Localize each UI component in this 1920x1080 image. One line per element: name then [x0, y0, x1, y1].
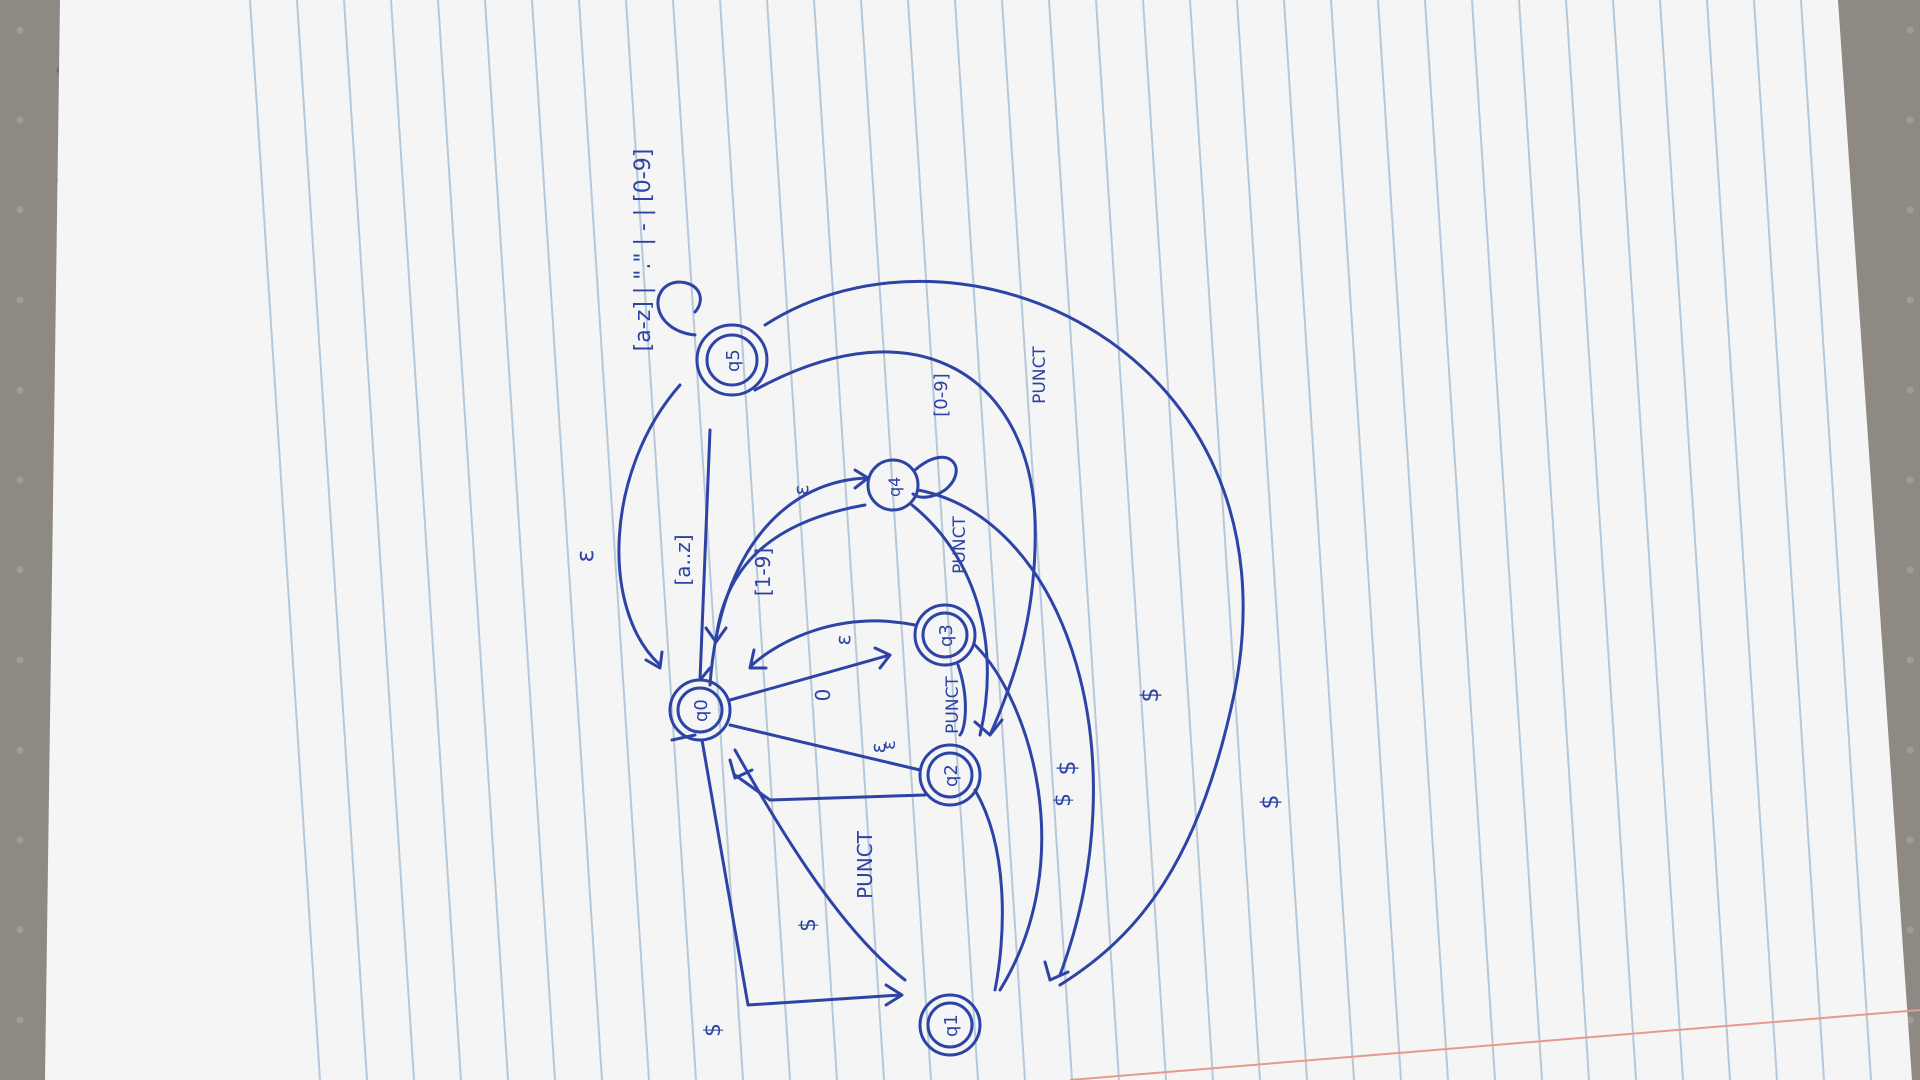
ruled-line: [1048, 0, 1120, 1080]
paper-sheet: [45, 0, 1912, 1080]
label-q3-dollar: $: [1051, 793, 1076, 807]
state-q4-label: q4: [885, 477, 904, 497]
ruled-line: [1659, 0, 1731, 1080]
ruled-line: [484, 0, 556, 1080]
state-q1: [918, 993, 982, 1057]
state-q3-label: q3: [936, 624, 957, 647]
state-q4: [866, 458, 920, 512]
label-q5-loop: [a-z] | "." | - | [0-9]: [631, 149, 656, 352]
arrowhead-q4-q0: [704, 626, 728, 644]
ruled-line: [1236, 0, 1308, 1080]
edge-q3-q1: [973, 643, 1044, 992]
ruled-line: [1518, 0, 1590, 1080]
ruled-lines: [249, 0, 1872, 1080]
state-q5: [695, 323, 769, 397]
edge-q0-q2: [728, 723, 922, 772]
start-arrow: [670, 733, 697, 742]
edge-q0-q5-tick: [698, 666, 712, 682]
ruled-line: [1189, 0, 1261, 1080]
edge-q3-punct: [956, 663, 967, 737]
ruled-line: [1330, 0, 1402, 1080]
ruled-line: [390, 0, 462, 1080]
ruled-line: [578, 0, 650, 1080]
edge-q5-punct: [753, 350, 1037, 737]
label-q3-punct: PUNCT: [943, 676, 963, 734]
ruled-line: [1283, 0, 1355, 1080]
state-q5-label: q5: [723, 349, 744, 372]
state-q2: [918, 743, 982, 807]
loop-q4: [911, 455, 958, 499]
label-q0-q4: [1-9]: [751, 548, 775, 596]
ruled-line: [249, 0, 321, 1080]
arrowhead-q3-q0: [748, 648, 768, 670]
edge-q4-q0: [714, 503, 867, 642]
label-q0-q2: ε: [866, 743, 890, 754]
arrowhead-q0-q1: [884, 983, 904, 1007]
label-q0-dollar-top: $: [796, 918, 821, 932]
ruled-line: [766, 0, 838, 1080]
label-q4-q0: ε: [789, 485, 813, 496]
ruled-line: [1142, 0, 1214, 1080]
edge-q5-q0: [617, 383, 682, 667]
ruled-line: [1612, 0, 1684, 1080]
arrowhead-q0-q4: [853, 468, 870, 490]
arrowhead-q5-punct: [973, 718, 1004, 737]
arrowhead-q4-q1: [1043, 960, 1070, 982]
ruled-line: [531, 0, 603, 1080]
arrowhead-q5-q0: [644, 650, 664, 670]
edge-q3-q0: [750, 619, 917, 667]
ruled-line: [1001, 0, 1073, 1080]
state-q3: [913, 603, 977, 667]
label-q5-dollar: $: [1256, 794, 1284, 809]
label-q3-q0: ε: [831, 635, 855, 646]
ruled-line: [437, 0, 509, 1080]
ruled-line: [1800, 0, 1872, 1080]
ruled-line: [907, 0, 979, 1080]
state-q0-label: q0: [691, 699, 712, 722]
edge-q5-q1: [763, 279, 1245, 987]
edge-q0-q3: [728, 653, 892, 702]
edge-q0-q5: [698, 428, 712, 682]
automaton-diagram: [617, 279, 1245, 1057]
ruled-line: [625, 0, 697, 1080]
ruled-line: [1424, 0, 1496, 1080]
ruled-line: [343, 0, 415, 1080]
edge-q4-q1: [916, 488, 1095, 977]
edge-q2-q1: [973, 788, 1004, 992]
label-q0-q3: 0: [811, 689, 835, 702]
label-q4-dollar: $: [1136, 687, 1164, 702]
label-q0-q1: $: [701, 1023, 726, 1037]
ruled-line: [1565, 0, 1637, 1080]
label-q0-q5: [a..z]: [671, 534, 695, 585]
ruled-line: [1095, 0, 1167, 1080]
state-q2-label: q2: [941, 764, 962, 787]
ruled-line: [1377, 0, 1449, 1080]
ruled-line: [296, 0, 368, 1080]
label-q4-punct: PUNCT: [950, 516, 970, 574]
arrowhead-q0-q3: [873, 646, 892, 670]
ruled-line: [1706, 0, 1778, 1080]
edge-q4-punct: [910, 503, 989, 737]
ruled-line: [954, 0, 1026, 1080]
edge-q0-q1: [700, 738, 902, 1007]
loop-q5: [656, 280, 702, 337]
edge-q0-q1-punct: [733, 748, 907, 982]
ruled-line: [860, 0, 932, 1080]
label-q5-q0: ε: [571, 550, 599, 563]
ruled-line: [1753, 0, 1825, 1080]
state-q1-label: q1: [941, 1014, 962, 1037]
label-q2-q0: PUNCT: [853, 830, 877, 899]
label-q2-dollar: $: [1053, 760, 1081, 775]
margin-line: [1069, 1009, 1920, 1080]
ruled-line: [1471, 0, 1543, 1080]
label-q5-punct: PUNCT: [1030, 346, 1050, 404]
label-q4-loop: [0-9]: [931, 373, 952, 416]
edge-q2-q0: [733, 773, 927, 802]
ruled-line: [672, 0, 744, 1080]
label-q0-bottom: ε: [879, 740, 900, 750]
ruled-line: [813, 0, 885, 1080]
